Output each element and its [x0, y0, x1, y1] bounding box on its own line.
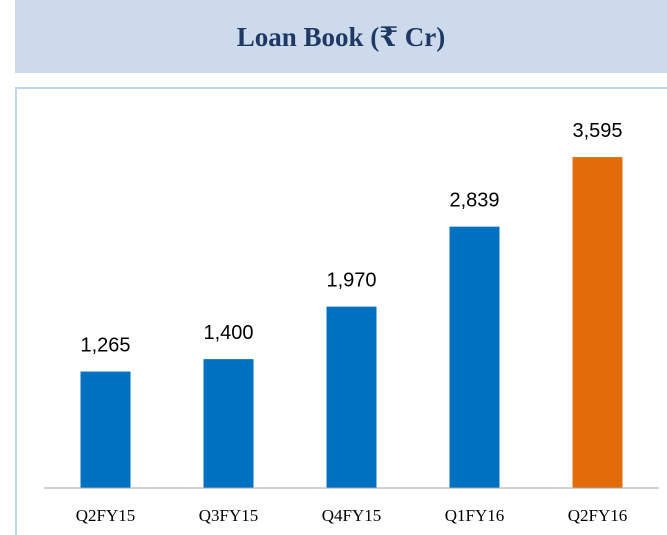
- x-tick-label: Q1FY16: [445, 506, 505, 525]
- x-tick-label: Q2FY15: [76, 506, 136, 525]
- value-label: 2,839: [449, 190, 499, 212]
- value-label: 1,265: [80, 335, 130, 357]
- x-tick-label: Q2FY16: [568, 506, 628, 525]
- bar: [203, 359, 254, 488]
- bar: [80, 371, 131, 488]
- value-label: 1,970: [326, 270, 376, 292]
- bar: [572, 157, 623, 489]
- chart-title: Loan Book (₹ Cr): [237, 22, 446, 52]
- x-tick-label: Q4FY15: [322, 506, 382, 525]
- value-label: 1,400: [203, 322, 253, 344]
- value-label: 3,595: [572, 120, 622, 142]
- x-tick-label: Q3FY15: [199, 506, 259, 525]
- bar: [449, 226, 500, 488]
- bar: [326, 306, 377, 488]
- title-banner: [15, 0, 667, 73]
